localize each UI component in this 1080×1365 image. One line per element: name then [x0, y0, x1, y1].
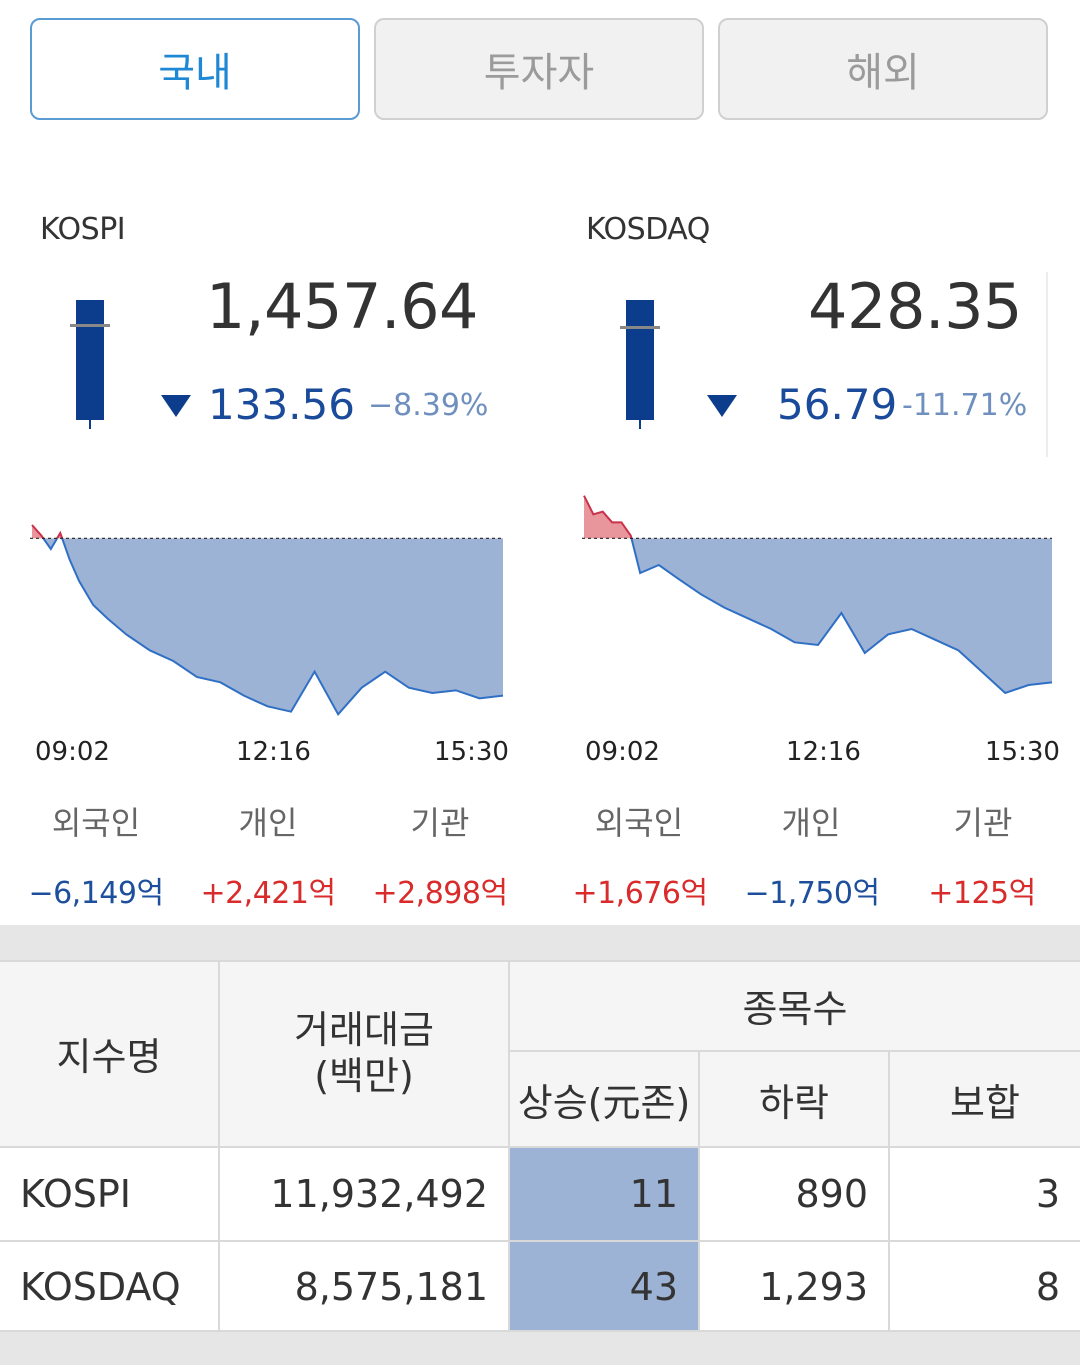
index-value: 1,457.64 [205, 270, 479, 343]
table-row-kospi-rise: 11 [510, 1148, 698, 1240]
table-row-kosdaq-flat: 8 [890, 1242, 1080, 1332]
investor-value-foreign: −6,149억 [28, 876, 164, 911]
investor-label-foreign: 외국인 [594, 804, 684, 842]
table-line [0, 1330, 1080, 1332]
price-line-up [583, 495, 633, 539]
index-name: KOSDAQ [586, 212, 710, 247]
investor-label-institution: 기관 [953, 804, 1013, 842]
table-line [0, 960, 1080, 962]
tab-domestic[interactable]: 국내 [30, 18, 360, 120]
kosdaq-intraday-chart [582, 495, 1053, 695]
header-index-name: 지수명 [0, 960, 218, 1146]
index-value: 428.35 [808, 270, 1022, 343]
header-flat: 보합 [890, 1052, 1080, 1146]
table-row-kosdaq-fall: 1,293 [700, 1242, 888, 1332]
investor-value-institution: +2,898억 [372, 876, 508, 911]
down-arrow-icon [707, 395, 737, 417]
table-line [888, 1052, 890, 1332]
tab-investor-label: 투자자 [483, 50, 595, 96]
table-row-kospi-fall: 890 [700, 1148, 888, 1240]
table-line [0, 1146, 1080, 1148]
index-change: 56.79 [777, 380, 898, 429]
panel-divider [1046, 272, 1048, 457]
table-line [508, 960, 510, 1332]
kospi-panel[interactable]: KOSPI 1,457.64 133.56 −8.39% 09:02 12:16… [0, 200, 540, 925]
header-rise: 상승(元존) [510, 1052, 698, 1146]
investor-value-individual: +2,421억 [200, 876, 336, 911]
investor-label-individual: 개인 [238, 804, 298, 842]
table-row-kospi-name: KOSPI [0, 1148, 218, 1240]
table-line [0, 1240, 1080, 1242]
area-below-baseline [631, 538, 1052, 693]
table-row-kosdaq-amount: 8,575,181 [220, 1242, 508, 1332]
index-change: 133.56 [208, 380, 355, 429]
table-line [698, 1052, 700, 1332]
table-row-kospi-flat: 3 [890, 1148, 1080, 1240]
price-line [42, 538, 504, 717]
table-row-kosdaq-name: KOSDAQ [0, 1242, 218, 1332]
time-label-start: 09:02 [585, 737, 660, 767]
kosdaq-panel[interactable]: KOSDAQ 428.35 56.79 -11.71% 09:02 12:16 … [540, 200, 1080, 925]
investor-value-institution: +125억 [928, 876, 1036, 911]
table-line [510, 1050, 1080, 1052]
time-label-start: 09:02 [35, 737, 110, 767]
time-label-end: 15:30 [434, 737, 509, 767]
market-summary-table: 지수명 거래대금 (백만) 종목수 상승(元존) 하락 보합 KOSPI 11,… [0, 960, 1080, 1332]
index-name: KOSPI [40, 212, 126, 247]
down-arrow-icon [161, 395, 191, 417]
table-row-kosdaq-rise: 43 [510, 1242, 698, 1332]
header-stock-count: 종목수 [510, 960, 1080, 1050]
investor-value-individual: −1,750억 [744, 876, 880, 911]
table-line [218, 960, 220, 1332]
tab-domestic-label: 국내 [158, 50, 232, 96]
kospi-intraday-chart [30, 524, 504, 717]
header-fall: 하락 [700, 1052, 888, 1146]
investor-label-institution: 기관 [410, 804, 470, 842]
candle-icon [620, 300, 660, 429]
tab-overseas[interactable]: 해외 [718, 18, 1048, 120]
time-label-end: 15:30 [985, 737, 1060, 767]
time-label-mid: 12:16 [786, 737, 861, 767]
area-below-baseline [43, 538, 503, 715]
index-rate: −8.39% [368, 388, 489, 423]
time-label-mid: 12:16 [236, 737, 311, 767]
header-trade-amount: 거래대금 (백만) [220, 960, 508, 1146]
index-rate: -11.71% [902, 388, 1028, 423]
tab-investor[interactable]: 투자자 [374, 18, 704, 120]
candle-icon [70, 300, 110, 429]
investor-label-foreign: 외국인 [51, 804, 141, 842]
table-row-kospi-amount: 11,932,492 [220, 1148, 508, 1240]
investor-value-foreign: +1,676억 [572, 876, 708, 911]
investor-label-individual: 개인 [781, 804, 841, 842]
price-line [630, 538, 1053, 695]
tab-overseas-label: 해외 [846, 50, 920, 96]
